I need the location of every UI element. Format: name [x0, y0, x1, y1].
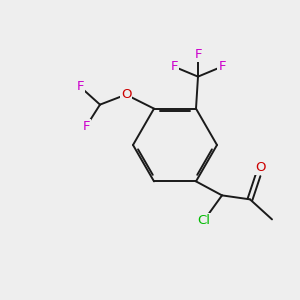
Text: F: F	[76, 80, 84, 93]
Text: F: F	[218, 60, 226, 73]
Text: F: F	[194, 48, 202, 61]
Text: F: F	[82, 120, 90, 133]
Text: O: O	[255, 161, 265, 174]
Text: Cl: Cl	[197, 214, 211, 227]
Text: O: O	[121, 88, 131, 101]
Text: F: F	[170, 60, 178, 73]
